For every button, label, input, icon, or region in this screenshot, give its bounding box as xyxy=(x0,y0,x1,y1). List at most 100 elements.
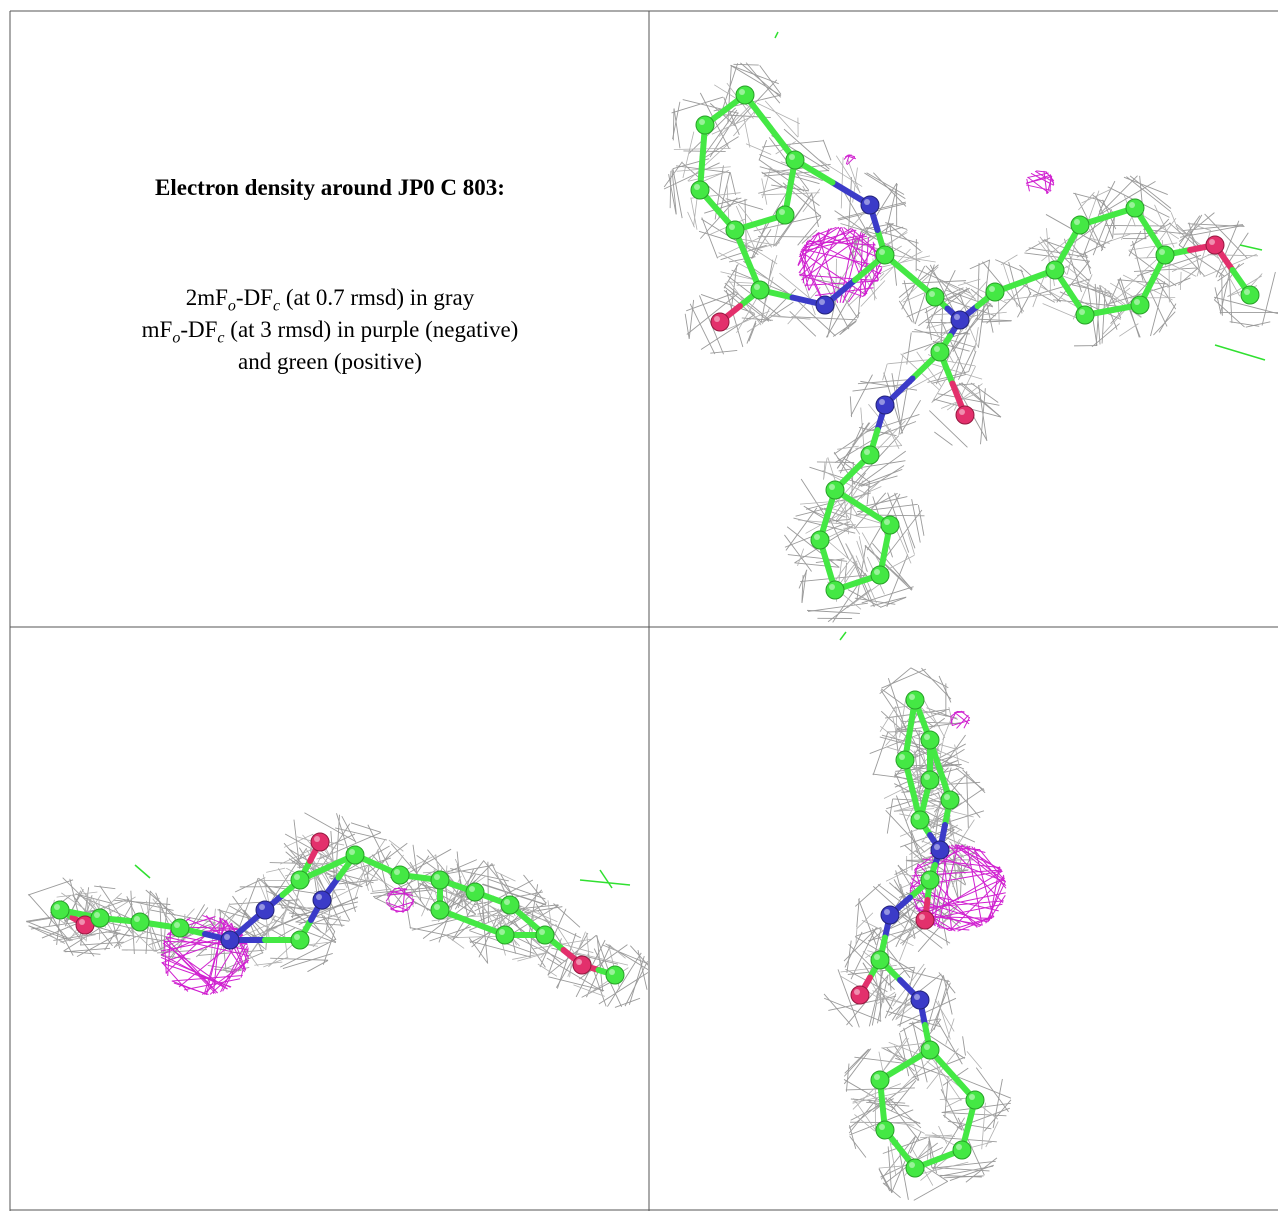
density-mesh xyxy=(673,108,681,149)
density-mesh xyxy=(1140,272,1168,327)
density-mesh xyxy=(265,909,315,932)
density-mesh xyxy=(981,320,1012,323)
atom-highlight xyxy=(504,899,510,905)
density-mesh xyxy=(733,110,756,137)
density-mesh xyxy=(827,272,859,319)
density-mesh xyxy=(393,855,430,908)
atom-highlight xyxy=(854,989,860,995)
atom-highlight xyxy=(134,916,140,922)
density-mesh xyxy=(387,888,408,895)
atom xyxy=(290,870,310,890)
density-mesh xyxy=(723,97,740,135)
density-mesh xyxy=(1261,271,1276,326)
density-mesh xyxy=(807,602,868,612)
density-mesh xyxy=(1026,184,1052,191)
density-mesh xyxy=(159,901,163,957)
density-mesh xyxy=(930,1056,962,1102)
density-mesh xyxy=(906,332,912,365)
density-mesh xyxy=(409,927,459,939)
density-mesh xyxy=(769,314,811,320)
density-mesh xyxy=(1196,230,1212,277)
density-mesh xyxy=(537,963,558,977)
density-mesh xyxy=(843,1048,872,1085)
density-mesh xyxy=(709,112,739,158)
atom-highlight xyxy=(499,929,505,935)
atom xyxy=(940,790,960,810)
density-mesh xyxy=(728,256,756,263)
density-mesh xyxy=(800,226,840,253)
density-mesh xyxy=(851,228,881,256)
density-mesh xyxy=(371,888,392,892)
density-mesh xyxy=(856,912,874,930)
density-mesh xyxy=(163,940,217,994)
atom-highlight xyxy=(944,794,950,800)
density-mesh xyxy=(26,920,74,941)
density-mesh xyxy=(1112,215,1116,239)
density-mesh xyxy=(961,382,1002,418)
density-mesh xyxy=(1027,176,1049,194)
density-mesh xyxy=(927,748,965,773)
density-mesh xyxy=(846,156,856,166)
density-mesh xyxy=(931,363,983,380)
atom-highlight xyxy=(874,569,880,575)
density-mesh xyxy=(859,468,903,487)
positive-density xyxy=(839,631,847,641)
atom xyxy=(950,310,970,330)
density-mesh xyxy=(838,460,906,472)
density-mesh xyxy=(865,926,913,959)
density-mesh xyxy=(934,431,953,446)
atom-highlight xyxy=(1079,309,1085,315)
density-mesh xyxy=(288,912,350,922)
density-mesh xyxy=(885,222,908,230)
atom-highlight xyxy=(434,904,440,910)
density-mesh xyxy=(942,281,976,300)
density-mesh xyxy=(325,872,363,888)
density-mesh xyxy=(598,971,648,1005)
density-mesh xyxy=(816,461,855,464)
density-mesh xyxy=(733,79,778,127)
density-mesh xyxy=(916,749,965,770)
atom xyxy=(310,832,330,852)
atom-highlight xyxy=(919,914,925,920)
density-mesh xyxy=(911,331,970,335)
density-mesh xyxy=(548,976,605,992)
atom xyxy=(50,900,70,920)
density-mesh xyxy=(1178,267,1199,286)
density-mesh xyxy=(837,969,860,1028)
atom xyxy=(785,150,805,170)
atom xyxy=(695,115,715,135)
atom xyxy=(535,925,555,945)
density-mesh xyxy=(888,1097,922,1129)
density-mesh xyxy=(800,499,853,505)
density-mesh xyxy=(879,705,897,732)
density-mesh xyxy=(818,232,882,260)
density-mesh xyxy=(860,475,898,487)
density-mesh xyxy=(957,1117,985,1176)
density-mesh xyxy=(596,935,604,992)
atom xyxy=(170,918,190,938)
density-mesh xyxy=(887,358,934,365)
density-mesh xyxy=(1017,292,1032,318)
atom xyxy=(1075,305,1095,325)
atom xyxy=(690,180,710,200)
density-mesh xyxy=(848,1098,878,1134)
density-mesh xyxy=(943,1175,984,1179)
atom-highlight xyxy=(914,814,920,820)
density-mesh xyxy=(1025,174,1051,184)
density-mesh xyxy=(746,320,757,344)
density-mesh xyxy=(921,667,952,700)
density-mesh xyxy=(388,839,404,852)
density-mesh xyxy=(394,887,408,890)
density-mesh xyxy=(1179,224,1244,238)
density-mesh xyxy=(881,1047,910,1062)
density-mesh xyxy=(903,331,969,354)
density-mesh xyxy=(849,1135,867,1158)
density-mesh xyxy=(725,310,770,331)
atom-highlight xyxy=(609,969,615,975)
atom xyxy=(875,395,895,415)
density-mesh xyxy=(1179,271,1182,291)
density-mesh xyxy=(419,882,476,915)
caption-text: mF xyxy=(141,317,173,342)
density-mesh xyxy=(914,1161,969,1176)
density-mesh xyxy=(866,232,908,256)
